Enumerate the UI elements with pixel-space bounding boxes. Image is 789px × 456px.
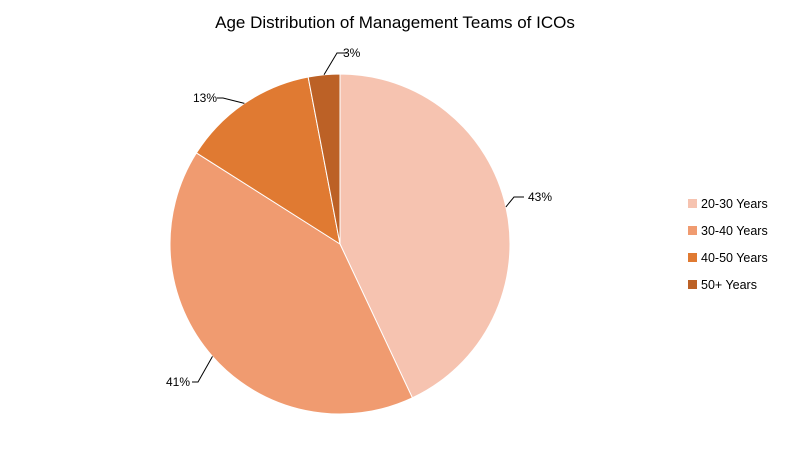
leader-line-3 xyxy=(217,97,245,104)
legend-swatch-3 xyxy=(688,253,697,262)
data-label-3: 13% xyxy=(193,91,217,105)
leader-line-4 xyxy=(323,52,347,76)
legend-label-2: 30-40 Years xyxy=(701,224,768,238)
pie-slice-1 xyxy=(339,73,511,399)
leader-line-2 xyxy=(192,356,213,383)
legend-swatch-2 xyxy=(688,226,697,235)
leader-line-1 xyxy=(505,196,524,208)
pie-slices xyxy=(169,73,511,415)
legend-label-4: 50+ Years xyxy=(701,278,757,292)
data-label-2: 41% xyxy=(166,375,190,389)
data-label-4: 3% xyxy=(343,46,361,60)
legend: 20-30 Years 30-40 Years 40-50 Years 50+ Yea… xyxy=(688,197,768,292)
legend-swatch-4 xyxy=(688,280,697,289)
chart-title: Age Distribution of Management Teams of … xyxy=(215,13,575,32)
legend-label-1: 20-30 Years xyxy=(701,197,768,211)
legend-label-3: 40-50 Years xyxy=(701,251,768,265)
pie-slice-2 xyxy=(169,152,414,415)
leader-lines xyxy=(192,52,524,383)
pie-slice-3 xyxy=(195,76,341,246)
data-label-1: 43% xyxy=(528,190,552,204)
data-labels: 43% 41% 13% 3% xyxy=(166,46,552,389)
legend-swatch-1 xyxy=(688,199,697,208)
